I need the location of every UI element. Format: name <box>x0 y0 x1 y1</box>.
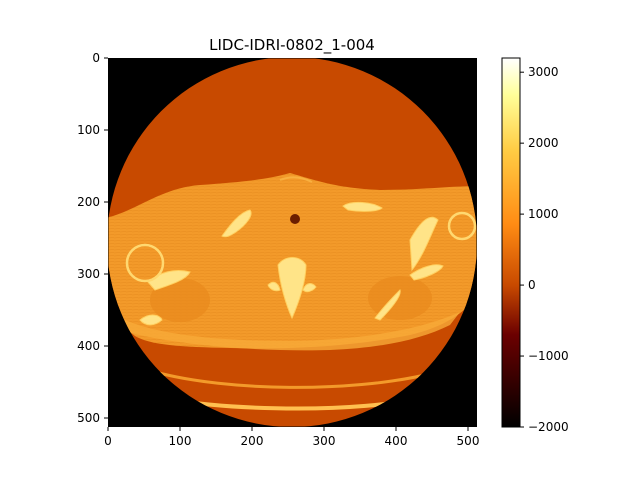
posterior-tissue <box>120 312 460 351</box>
neck-contour <box>279 176 313 183</box>
x-tick: 500 <box>457 427 480 448</box>
colorbar-tick-label: −2000 <box>528 420 569 434</box>
y-tick: 500 <box>77 411 108 425</box>
x-tick-label: 500 <box>457 434 480 448</box>
y-tick-label: 100 <box>77 123 100 137</box>
x-tick-label: 0 <box>104 434 112 448</box>
colorbar-tick-label: −1000 <box>528 349 569 363</box>
y-tick-label: 200 <box>77 195 100 209</box>
vertebra-process-left <box>267 281 281 292</box>
y-axis: 0 100 200 300 400 500 <box>77 51 108 425</box>
y-tick-label: 400 <box>77 339 100 353</box>
y-tick: 0 <box>92 51 108 65</box>
x-tick: 100 <box>169 427 192 448</box>
colorbar-tick-label: 3000 <box>528 65 559 79</box>
muscle-left <box>150 278 210 322</box>
x-tick: 300 <box>313 427 336 448</box>
humerus-left <box>125 243 165 283</box>
muscle-right <box>368 276 432 320</box>
y-tick: 200 <box>77 195 108 209</box>
x-tick-label: 300 <box>313 434 336 448</box>
clavicle-left <box>221 209 252 238</box>
figure-title: LIDC-IDRI-0802_1-004 <box>209 36 375 55</box>
y-tick-label: 300 <box>77 267 100 281</box>
colorbar-tick-label: 2000 <box>528 136 559 150</box>
y-tick: 300 <box>77 267 108 281</box>
clavicle-right <box>342 201 383 212</box>
x-tick-label: 100 <box>169 434 192 448</box>
colorbar-tick-label: 1000 <box>528 207 559 221</box>
trachea <box>290 214 300 224</box>
table-line-upper <box>154 370 426 389</box>
y-tick-label: 500 <box>77 411 100 425</box>
rib-right <box>374 289 401 321</box>
ct-image <box>108 58 477 427</box>
x-tick: 400 <box>385 427 408 448</box>
y-tick: 100 <box>77 123 108 137</box>
vertebra-process-right <box>302 283 317 293</box>
x-tick: 0 <box>104 427 112 448</box>
humerus-right <box>447 211 477 241</box>
colorbar: 3000 2000 1000 0 −1000 −2000 <box>501 57 569 434</box>
x-tick-label: 200 <box>241 434 264 448</box>
x-tick: 200 <box>241 427 264 448</box>
x-axis: 0 100 200 300 400 500 <box>104 427 479 448</box>
rib-left <box>139 314 163 326</box>
colorbar-ticks: 3000 2000 1000 0 −1000 −2000 <box>520 65 569 434</box>
bones <box>139 201 444 326</box>
y-tick: 400 <box>77 339 108 353</box>
y-tick-label: 0 <box>92 51 100 65</box>
scapula-right-upper <box>409 216 439 272</box>
vertebra <box>277 257 307 320</box>
colorbar-gradient <box>501 57 521 428</box>
colorbar-tick-label: 0 <box>528 278 536 292</box>
x-tick-label: 400 <box>385 434 408 448</box>
scapula-right-lower <box>409 264 444 281</box>
